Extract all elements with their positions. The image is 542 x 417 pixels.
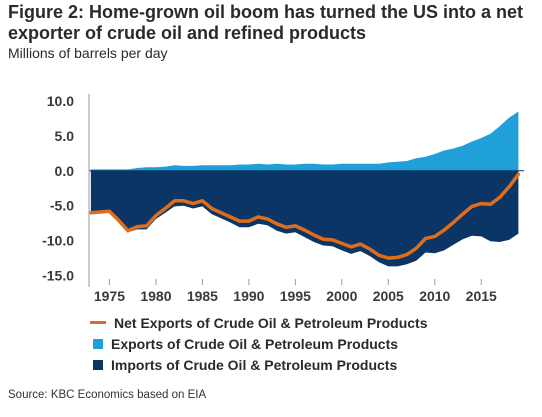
chart-subtitle: Millions of barrels per day [8, 45, 168, 61]
legend-label-imports: Imports of Crude Oil & Petroleum Product… [111, 356, 398, 373]
y-tick-label: 5.0 [55, 128, 75, 144]
y-tick-label: -15.0 [42, 268, 74, 284]
net-exports-line [89, 172, 521, 260]
legend-swatch-net-exports [90, 321, 106, 324]
imports-area [90, 170, 519, 267]
legend: Net Exports of Crude Oil & Petroleum Pro… [90, 312, 428, 375]
x-tick-label: 1985 [187, 288, 218, 304]
legend-swatch-imports [93, 359, 103, 370]
y-tick-label: -10.0 [42, 233, 74, 249]
source-note: Source: KBC Economics based on EIA [8, 389, 207, 401]
legend-swatch-exports [93, 338, 103, 349]
y-tick-label: -5.0 [50, 198, 74, 214]
chart-title: Figure 2: Home-grown oil boom has turned… [8, 2, 524, 43]
legend-item-exports: Exports of Crude Oil & Petroleum Product… [90, 333, 428, 354]
x-tick-label: 2005 [373, 288, 404, 304]
legend-label-net-exports: Net Exports of Crude Oil & Petroleum Pro… [114, 314, 428, 331]
x-tick-label: 2010 [419, 288, 450, 304]
legend-item-imports: Imports of Crude Oil & Petroleum Product… [90, 354, 428, 375]
x-tick-label: 2015 [466, 288, 497, 304]
exports-area [90, 111, 519, 171]
x-tick-label: 1990 [233, 288, 264, 304]
legend-item-net-exports: Net Exports of Crude Oil & Petroleum Pro… [90, 312, 428, 333]
x-tick-label: 1980 [140, 288, 171, 304]
x-tick-label: 1995 [280, 288, 311, 304]
legend-label-exports: Exports of Crude Oil & Petroleum Product… [111, 335, 399, 352]
x-tick-label: 1975 [94, 288, 125, 304]
x-tick-label: 2000 [326, 288, 357, 304]
y-tick-label: 10.0 [47, 93, 74, 109]
y-tick-label: 0.0 [55, 163, 75, 179]
